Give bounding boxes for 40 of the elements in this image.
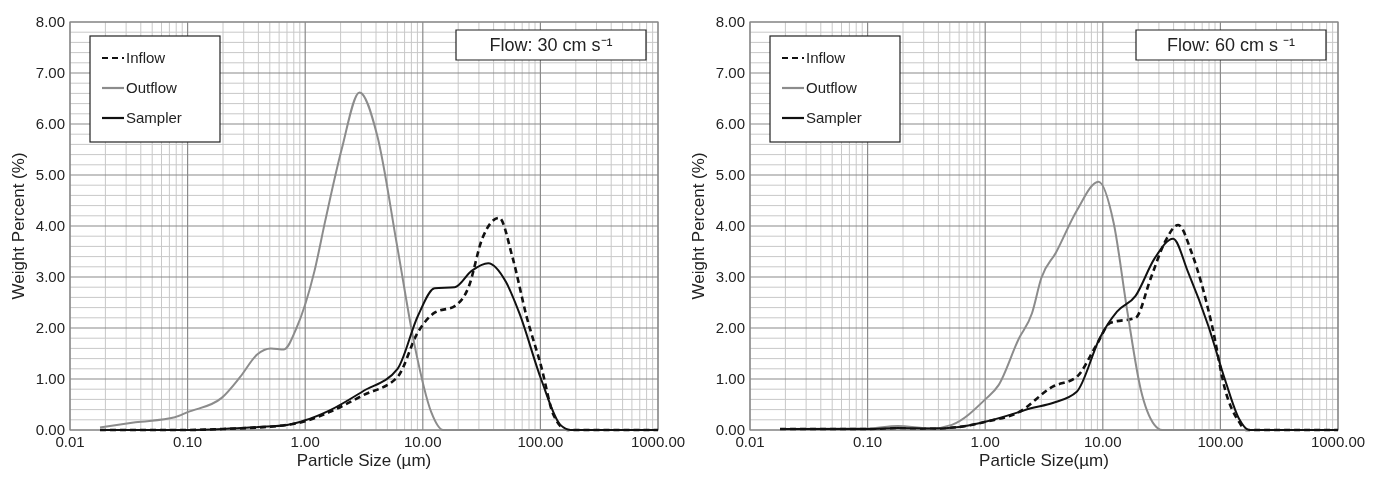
x-tick-label: 0.10 [173, 433, 203, 450]
y-tick-label: 7.00 [35, 64, 65, 81]
y-tick-label: 3.00 [715, 268, 745, 285]
y-tick-label: 1.00 [715, 370, 745, 387]
y-tick-label: 5.00 [35, 166, 65, 183]
y-tick-label: 4.00 [35, 217, 65, 234]
y-tick-label: 0.00 [35, 421, 65, 438]
x-tick-label: 10.00 [404, 433, 442, 450]
annotation: Flow: 60 cm s ⁻¹ [1166, 35, 1296, 55]
x-tick-label: 100.00 [1197, 433, 1244, 450]
x-tick-label: 1000.00 [630, 433, 686, 450]
y-tick-label: 6.00 [715, 115, 745, 132]
y-tick-label: 1.00 [35, 370, 65, 387]
legend-label: Inflow [126, 49, 166, 66]
y-tick-label: 8.00 [35, 13, 65, 30]
legend-label: Outflow [806, 79, 858, 96]
legend-label: Sampler [806, 109, 862, 126]
x-tick-label: 1.00 [290, 433, 320, 450]
x-axis-title: Particle Size (µm) [296, 451, 432, 470]
legend-label: Sampler [126, 109, 182, 126]
x-tick-label: 1000.00 [1310, 433, 1366, 450]
y-tick-label: 5.00 [715, 166, 745, 183]
y-tick-label: 8.00 [715, 13, 745, 30]
legend-label: Inflow [806, 49, 846, 66]
y-tick-label: 4.00 [715, 217, 745, 234]
y-tick-label: 2.00 [35, 319, 65, 336]
y-axis-title: Weight Percent (%) [9, 152, 28, 300]
x-tick-label: 10.00 [1084, 433, 1122, 450]
y-tick-label: 0.00 [715, 421, 745, 438]
x-tick-label: 1.00 [970, 433, 1000, 450]
y-tick-label: 6.00 [35, 115, 65, 132]
y-tick-label: 3.00 [35, 268, 65, 285]
y-tick-label: 2.00 [715, 319, 745, 336]
x-tick-label: 0.10 [853, 433, 883, 450]
x-tick-label: 100.00 [517, 433, 564, 450]
x-axis-title: Particle Size(µm) [979, 451, 1109, 470]
legend-label: Outflow [126, 79, 178, 96]
y-axis-title: Weight Percent (%) [689, 152, 708, 300]
y-tick-label: 7.00 [715, 64, 745, 81]
annotation: Flow: 30 cm s⁻¹ [489, 35, 613, 55]
